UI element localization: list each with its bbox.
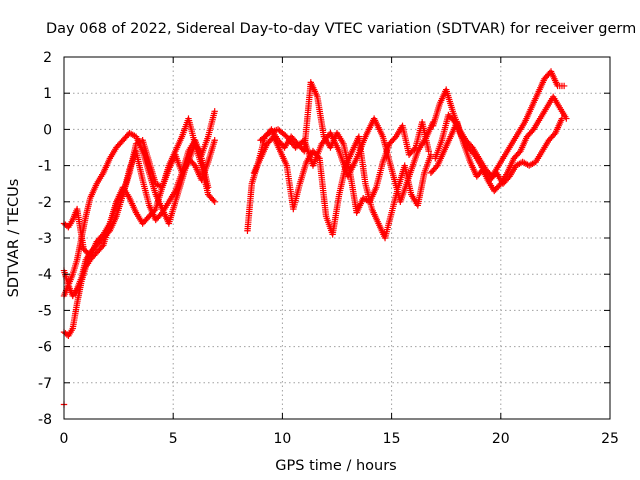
plot-frame xyxy=(63,56,611,420)
y-tick-label: 1 xyxy=(43,86,52,102)
y-axis-label: SDTVAR / TECUs xyxy=(6,179,22,298)
series-6 xyxy=(250,133,435,242)
series-8 xyxy=(429,68,568,180)
y-tick-label: -5 xyxy=(38,303,52,319)
data-point xyxy=(470,150,477,157)
x-tick-label: 5 xyxy=(169,431,178,447)
data-point xyxy=(264,131,272,138)
data-point xyxy=(529,127,536,135)
axes-layer: 0 5 10 15 20 25 -8 -7 -6 -5 -4 -3 -2 -1 0 1 2 xyxy=(38,50,619,447)
data-point xyxy=(560,82,568,90)
data-point xyxy=(450,117,457,124)
y-tick-label: 2 xyxy=(43,50,52,66)
data-point xyxy=(427,151,435,158)
data-point xyxy=(425,147,432,155)
data-point xyxy=(210,197,217,204)
y-tick-label: -3 xyxy=(38,231,52,247)
data-point xyxy=(151,207,158,214)
x-tick-label: 15 xyxy=(383,431,401,447)
series-1 xyxy=(60,129,218,300)
data-point xyxy=(98,243,106,250)
data-point xyxy=(211,137,218,144)
data-point xyxy=(558,115,566,122)
series-10 xyxy=(427,115,566,187)
y-tick-label: 0 xyxy=(43,122,52,138)
y-tick-label: -2 xyxy=(38,195,52,211)
x-tick-label: 25 xyxy=(601,431,619,447)
data-point xyxy=(211,108,218,115)
data-point xyxy=(98,232,106,240)
data-point xyxy=(157,210,165,218)
x-tick-label: 20 xyxy=(492,431,510,447)
chart-title: Day 068 of 2022, Sidereal Day-to-day VTE… xyxy=(46,21,636,37)
series-3 xyxy=(60,140,218,260)
grid-layer xyxy=(64,57,610,419)
data-point xyxy=(391,134,398,142)
data-point xyxy=(505,174,512,182)
data-point xyxy=(211,198,218,205)
data-point xyxy=(432,163,440,171)
y-tick-label: -1 xyxy=(38,159,52,175)
y-tick-label: -7 xyxy=(38,376,52,392)
data-point xyxy=(190,160,197,168)
x-axis-label: GPS time / hours xyxy=(275,458,396,474)
y-tick-label: -4 xyxy=(38,267,52,283)
data-point xyxy=(550,131,558,138)
data-point xyxy=(496,181,503,189)
data-point xyxy=(515,149,523,156)
marks-layer xyxy=(60,68,570,408)
x-tick-label: 0 xyxy=(60,431,69,447)
series-7 xyxy=(257,115,437,205)
y-tick-label: -8 xyxy=(38,412,52,428)
x-tick-label: 10 xyxy=(273,431,291,447)
y-tick-label: -6 xyxy=(38,340,52,356)
